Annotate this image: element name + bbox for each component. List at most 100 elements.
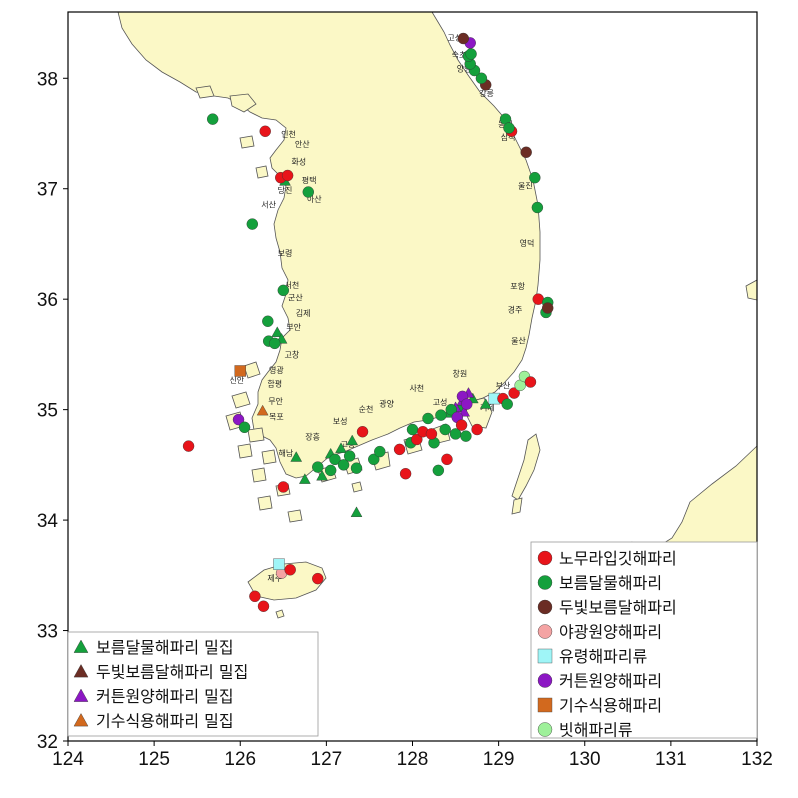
legend-observed-symbol	[537, 697, 553, 713]
observation-marker	[460, 430, 472, 442]
legend-observed-label: 유령해파리류	[559, 647, 647, 666]
observation-marker	[529, 171, 541, 184]
legend-dense-symbol	[73, 664, 89, 678]
island	[351, 481, 363, 493]
x-tick-label: 128	[397, 749, 429, 770]
dense-marker	[290, 451, 303, 462]
dense-marker	[350, 506, 363, 517]
x-tick-label: 125	[138, 749, 170, 770]
place-label: 안산	[295, 139, 310, 149]
observation-marker	[531, 201, 544, 214]
observation-marker	[393, 443, 406, 456]
observation-marker	[329, 453, 341, 466]
dense-marker	[271, 326, 284, 337]
observation-marker	[182, 440, 195, 452]
x-tick-label: 126	[224, 749, 256, 770]
map-plot-area: 고성속초양양강릉동해삼척울진영덕포항경주울산부산거제창원고성사천광양순천보성고흥…	[68, 12, 757, 741]
place-labels: 고성속초양양강릉동해삼척울진영덕포항경주울산부산거제창원고성사천광양순천보성고흥…	[229, 34, 534, 583]
observation-marker	[269, 337, 281, 350]
place-label: 서산	[261, 200, 276, 210]
observation-marker	[356, 426, 369, 438]
observation-marker	[455, 419, 468, 431]
place-label: 무안	[268, 396, 283, 406]
legend-observed-label: 야광원양해파리	[559, 623, 662, 642]
observation-marker	[234, 365, 246, 377]
y-tick-label: 34	[37, 511, 59, 532]
y-tick-label: 37	[37, 180, 58, 201]
observation-marker	[425, 428, 438, 440]
place-label: 강릉	[479, 88, 494, 98]
island	[239, 135, 255, 149]
place-label: 울산	[511, 335, 526, 345]
island	[247, 427, 265, 443]
legend-observed-label: 두빛보름달해파리	[559, 598, 677, 617]
place-label: 속초	[452, 50, 467, 59]
observation-marker	[439, 423, 451, 436]
legend-dense-label: 두빛보름달해파리 밀집	[96, 663, 248, 682]
y-tick-label: 32	[37, 732, 58, 753]
observation-marker	[422, 412, 434, 425]
place-label: 평택	[302, 175, 317, 185]
observation-marker	[435, 409, 447, 421]
place-label: 경주	[508, 304, 523, 314]
island	[231, 391, 251, 409]
place-label: 울진	[518, 181, 533, 191]
observation-marker	[312, 572, 324, 585]
x-tick-label: 132	[741, 749, 773, 770]
place-label: 부안	[286, 322, 301, 332]
dense-marker	[299, 473, 311, 484]
observation-marker	[411, 433, 423, 446]
observation-marker	[350, 462, 363, 474]
place-label: 서천	[285, 280, 300, 290]
observation-marker	[406, 423, 419, 436]
place-label: 창원	[453, 370, 468, 379]
tsushima-island	[511, 433, 541, 501]
dense-marker	[316, 469, 328, 481]
observation-marker	[501, 398, 513, 410]
place-label: 목포	[269, 413, 284, 422]
island	[195, 85, 215, 99]
place-label: 영덕	[520, 238, 535, 248]
y-tick-label: 36	[37, 290, 58, 311]
observation-marker	[262, 315, 274, 327]
place-label: 아산	[307, 194, 322, 204]
legend-dense-symbol	[73, 639, 89, 653]
place-label: 고성	[433, 398, 448, 407]
observation-marker	[257, 600, 270, 612]
place-label: 인천	[281, 129, 296, 139]
observation-marker	[520, 146, 532, 158]
observation-marker	[249, 590, 261, 603]
place-label: 보령	[278, 249, 293, 258]
y-tick-label: 38	[37, 69, 58, 90]
observation-marker	[312, 461, 324, 473]
place-label: 고성	[447, 34, 462, 43]
place-label: 포항	[510, 282, 525, 291]
island	[237, 443, 253, 459]
island	[229, 93, 257, 113]
legend-observed-label: 보름달물해파리	[559, 574, 662, 593]
observation-marker	[284, 564, 296, 576]
observation-marker	[246, 218, 259, 230]
place-label: 보성	[333, 417, 348, 426]
legend-observed-symbol	[537, 575, 553, 590]
place-label: 김제	[296, 308, 311, 318]
island	[287, 509, 303, 523]
legend-dense-label: 보름달물해파리 밀집	[96, 638, 234, 657]
island	[251, 467, 267, 483]
x-tick-label: 130	[569, 749, 601, 770]
legend-observed-symbol	[537, 648, 553, 664]
legend-observed-label: 커튼원양해파리	[559, 672, 662, 691]
island	[261, 449, 277, 465]
place-label: 해남	[279, 448, 294, 458]
observation-marker	[441, 453, 453, 466]
honshu	[745, 279, 757, 301]
observation-marker	[457, 32, 470, 45]
observation-marker	[461, 398, 473, 410]
legend-observed-symbol	[537, 722, 553, 737]
observation-marker	[524, 376, 537, 388]
legend-dense-box	[67, 631, 319, 737]
observation-marker	[277, 284, 290, 297]
observation-marker	[238, 421, 251, 434]
